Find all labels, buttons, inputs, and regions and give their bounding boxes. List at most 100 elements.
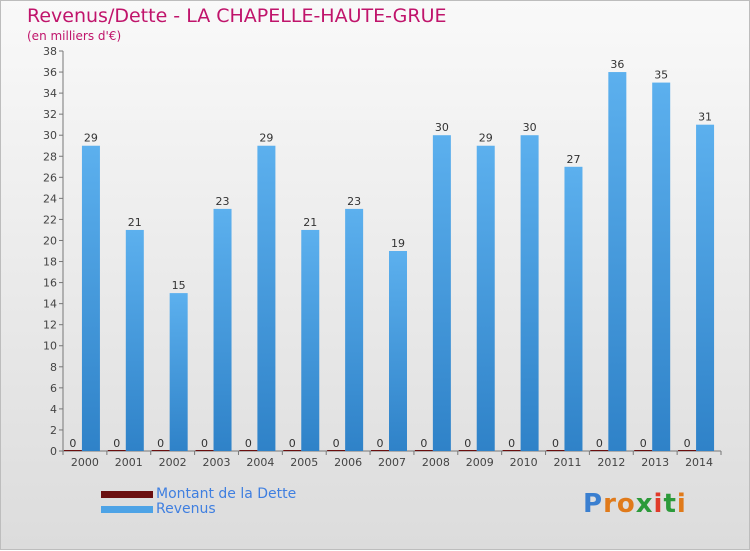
bar-revenus	[432, 135, 451, 452]
x-tick-label: 2011	[553, 456, 581, 469]
data-label-dette: 0	[552, 437, 559, 450]
bar-dette	[590, 450, 609, 451]
y-tick-label: 34	[43, 87, 57, 100]
legend-swatch-revenus	[101, 506, 153, 513]
data-label-revenus: 15	[172, 279, 186, 292]
y-tick-label: 14	[43, 298, 57, 311]
bar-dette	[107, 450, 126, 451]
data-label-revenus: 29	[259, 132, 273, 145]
data-label-dette: 0	[289, 437, 296, 450]
bar-revenus	[125, 229, 144, 451]
proxiti-logo: Proxiti	[583, 489, 687, 519]
bar-dette	[195, 450, 214, 451]
legend-swatch-dette	[101, 491, 153, 498]
data-label-revenus: 23	[347, 195, 361, 208]
x-tick-label: 2000	[71, 456, 99, 469]
data-label-revenus: 29	[479, 132, 493, 145]
bar-revenus	[257, 145, 276, 451]
x-tick-label: 2008	[422, 456, 450, 469]
data-label-dette: 0	[464, 437, 471, 450]
x-tick-label: 2012	[597, 456, 625, 469]
bar-dette	[414, 450, 433, 451]
data-label-dette: 0	[508, 437, 515, 450]
chart-subtitle: (en milliers d'€)	[27, 29, 122, 43]
x-tick-label: 2006	[334, 456, 362, 469]
y-tick-label: 24	[43, 192, 57, 205]
logo-letter: r	[603, 489, 617, 519]
x-tick-label: 2001	[115, 456, 143, 469]
chart-title: Revenus/Dette - LA CHAPELLE-HAUTE-GRUE	[27, 5, 447, 27]
legend-label-dette: Montant de la Dette	[156, 486, 297, 502]
data-label-revenus: 19	[391, 237, 405, 250]
bar-dette	[458, 450, 477, 451]
data-label-dette: 0	[157, 437, 164, 450]
y-tick-label: 12	[43, 319, 57, 332]
data-labels: 0 29 0 21 0 15 0 23 0 29 0 21 0 23 0 19 0 30 0 29 0 30 0 27 0 36 0…	[69, 58, 712, 450]
bar-dette	[283, 450, 302, 451]
data-label-dette: 0	[640, 437, 647, 450]
data-label-revenus: 21	[303, 216, 317, 229]
legend-label-revenus: Revenus	[156, 501, 216, 517]
data-label-dette: 0	[69, 437, 76, 450]
bar-dette	[239, 450, 258, 451]
bar-revenus	[476, 145, 495, 451]
data-label-dette: 0	[684, 437, 691, 450]
bar-dette	[63, 450, 82, 451]
x-tick-label: 2003	[203, 456, 231, 469]
x-axis: 2000 2001 2002 2003 2004 2005 2006 2007 2008 2009…	[62, 450, 722, 469]
bar-dette	[546, 450, 565, 451]
y-tick-label: 22	[43, 213, 57, 226]
bar-revenus	[564, 166, 583, 451]
data-label-dette: 0	[333, 437, 340, 450]
x-tick-label: 2013	[641, 456, 669, 469]
y-tick-label: 36	[43, 66, 57, 79]
y-tick-label: 16	[43, 277, 57, 290]
data-label-revenus: 30	[435, 121, 449, 134]
y-tick-label: 26	[43, 171, 57, 184]
y-tick-label: 6	[50, 382, 57, 395]
bar-revenus	[301, 229, 320, 451]
logo-letter: i	[676, 489, 687, 519]
bar-revenus	[169, 293, 188, 451]
data-label-dette: 0	[596, 437, 603, 450]
logo-letter: o	[616, 489, 636, 519]
data-label-revenus: 36	[610, 58, 624, 71]
bar-dette	[502, 450, 521, 451]
y-tick-label: 18	[43, 256, 57, 269]
bar-revenus	[81, 145, 100, 451]
data-label-revenus: 29	[84, 132, 98, 145]
data-label-revenus: 23	[216, 195, 230, 208]
y-tick-label: 4	[50, 403, 57, 416]
data-label-dette: 0	[420, 437, 427, 450]
bar-dette	[371, 450, 389, 451]
data-label-dette: 0	[377, 437, 384, 450]
bar-dette	[151, 450, 170, 451]
y-tick-label: 20	[43, 234, 57, 247]
bar-revenus	[520, 135, 539, 452]
bar-dette	[634, 450, 653, 451]
y-tick-label: 0	[50, 445, 57, 458]
y-tick-label: 10	[43, 340, 57, 353]
bar-revenus	[213, 208, 232, 451]
x-tick-label: 2007	[378, 456, 406, 469]
logo-letter: x	[635, 489, 654, 519]
bar-revenus	[389, 251, 407, 451]
logo-letter: i	[653, 489, 664, 519]
bar-dette	[327, 450, 346, 451]
bars	[63, 72, 715, 452]
y-tick-label: 30	[43, 129, 57, 142]
data-label-dette: 0	[245, 437, 252, 450]
x-tick-label: 2005	[290, 456, 318, 469]
x-tick-label: 2014	[685, 456, 713, 469]
data-label-revenus: 30	[523, 121, 537, 134]
bar-revenus	[345, 208, 364, 451]
data-label-revenus: 35	[654, 69, 668, 82]
y-tick-label: 8	[50, 361, 57, 374]
y-tick-label: 32	[43, 108, 57, 121]
data-label-revenus: 27	[566, 153, 580, 166]
logo-letter: t	[663, 489, 677, 519]
data-label-revenus: 31	[698, 111, 712, 124]
